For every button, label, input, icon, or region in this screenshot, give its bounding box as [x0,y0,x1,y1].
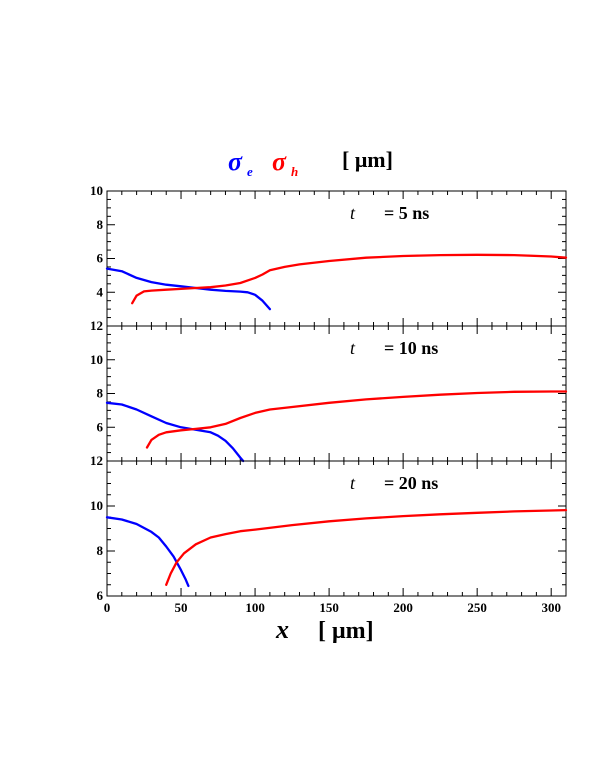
x-tick-label: 250 [467,600,487,615]
x-axis-label: x [ μm] [275,615,374,644]
y-tick-label: 12 [90,453,103,468]
panel-frame [106,460,567,597]
y-tick-label: 10 [90,183,103,198]
x-tick-label: 150 [319,600,339,615]
y-tick-label: 4 [97,284,104,299]
panel-1: 4 6 8 10 t = 5 ns [90,183,568,327]
y-tick-label: 6 [97,419,104,434]
y-tick-label: 6 [97,588,104,603]
time-annotation-value: = 10 ns [384,338,438,358]
y-tick-label: 10 [90,498,103,513]
y-tick-label: 10 [90,352,103,367]
svg-text:σ h: σ h [272,147,298,179]
y-tick-label: 12 [90,318,103,333]
y-tick-label: 6 [97,251,104,266]
electron-width-line [105,516,190,588]
electron-width-line [105,267,272,311]
x-axis-variable: x [275,615,289,644]
x-tick-label: 300 [541,600,561,615]
time-annotation-variable: t [350,473,356,493]
legend-hole-symbol: σ [272,147,287,176]
y-tick-label: 8 [97,217,104,232]
x-tick-label: 50 [175,600,188,615]
legend-hole-subscript: h [291,164,298,179]
time-annotation-value: = 20 ns [384,473,438,493]
y-tick-label: 8 [97,543,104,558]
panel-2: 6 8 10 12 t = 10 ns [90,318,568,463]
panels: 4 6 8 10 t = 5 ns 6 8 10 12 t = 10 ns 6 8 10 12 0 50 100 15… [90,183,568,615]
legend: σ e σ h [ μm] [228,147,393,179]
time-annotation-variable: t [350,338,356,358]
x-tick-label: 100 [245,600,265,615]
legend-electron-symbol: σ [228,147,243,176]
hole-width-line [165,508,568,586]
time-annotation: t = 5 ns [350,203,429,223]
time-annotation-variable: t [350,203,356,223]
x-tick-label: 200 [393,600,413,615]
y-tick-label: 8 [97,386,104,401]
time-annotation-value: = 5 ns [384,203,429,223]
time-annotation: t = 10 ns [350,338,438,358]
x-tick-label: 0 [104,600,111,615]
svg-text:σ e: σ e [228,147,253,179]
legend-unit: [ μm] [342,147,393,172]
panel-3: 6 8 10 12 0 50 100 150 200 250 300 t = 20 ns [90,453,568,615]
hole-width-line [131,253,568,305]
time-annotation: t = 20 ns [350,473,438,493]
hole-width-line [145,390,568,449]
x-axis-unit: [ μm] [318,618,374,644]
legend-electron-subscript: e [247,164,253,179]
panel-frame [106,190,567,327]
